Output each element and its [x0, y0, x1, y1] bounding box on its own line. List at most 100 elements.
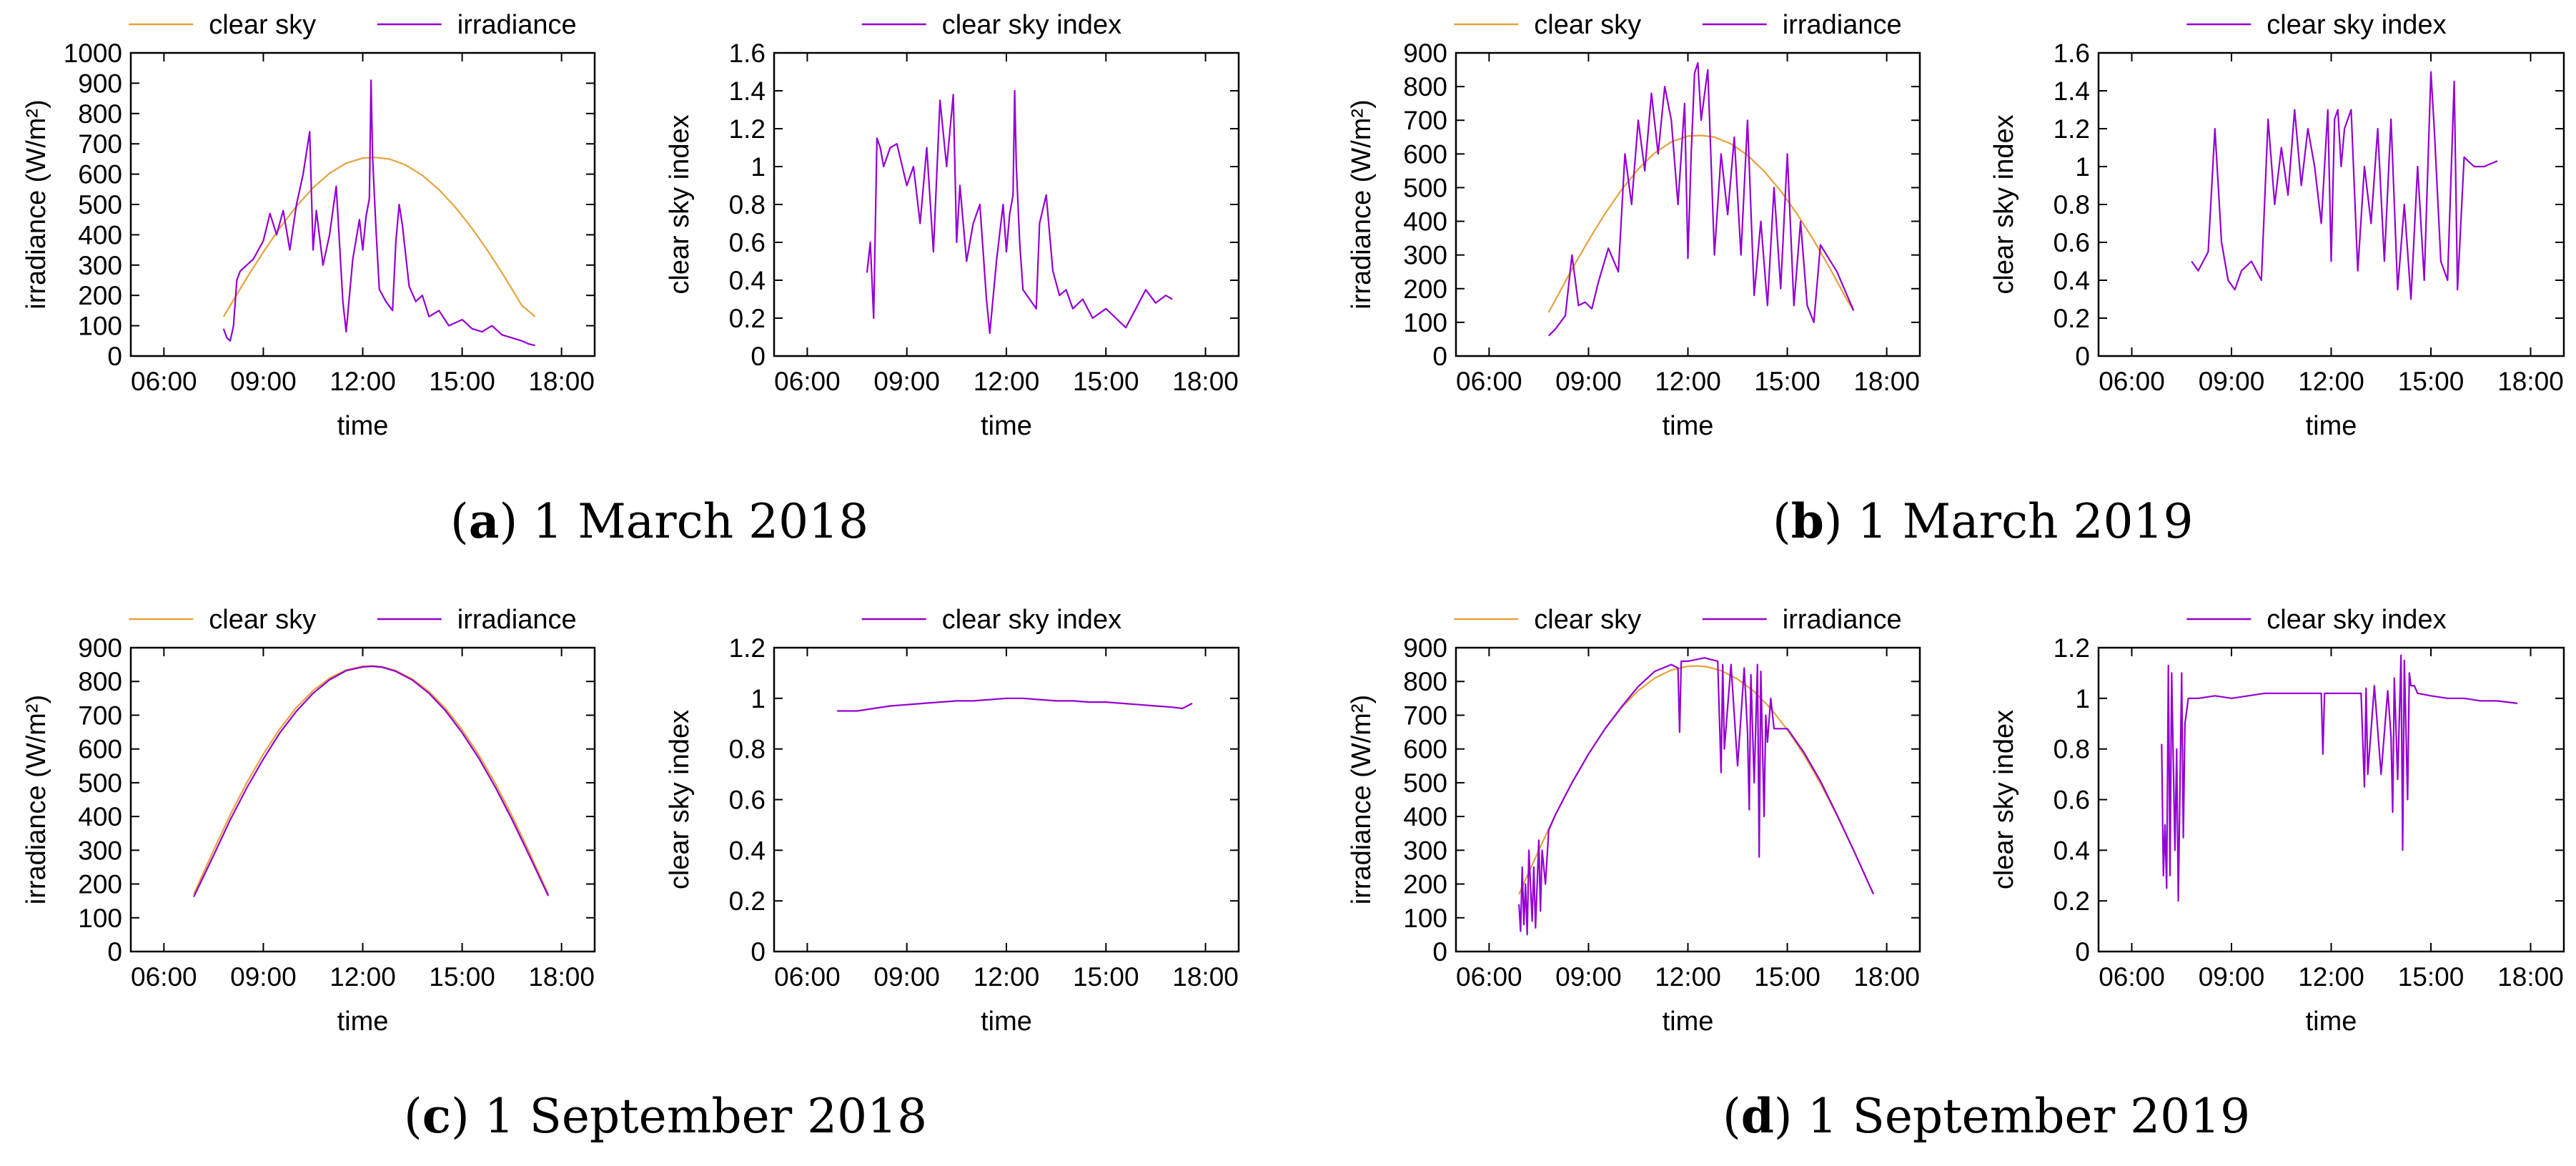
x-tick-label: 18:00: [1172, 962, 1239, 992]
chart-d-csi: 0 0.2 0.4 0.6 0.8 1 1.2 06:00 09:00 12:00 15:00 18:…: [1989, 605, 2565, 1037]
x-axis-label: time: [337, 411, 389, 441]
x-tick-label: 06:00: [1456, 367, 1522, 396]
x-tick-label: 06:00: [131, 367, 197, 396]
y-tick-label: 0.8: [729, 735, 766, 764]
y-tick-label: 1.2: [729, 114, 766, 144]
y-tick-label: 800: [1403, 72, 1447, 102]
legend-label: irradiance: [457, 10, 577, 40]
x-tick-label: 09:00: [230, 367, 297, 396]
y-tick-label: 1.2: [2054, 114, 2090, 144]
x-tick-label: 12:00: [1655, 962, 1721, 992]
plot-frame: [773, 51, 1240, 357]
y-tick-label: 500: [1403, 769, 1447, 798]
y-tick-label: 1.4: [729, 76, 766, 106]
plot-frame: [1455, 51, 1921, 357]
y-tick-label: 0: [1432, 342, 1447, 371]
x-tick-label: 15:00: [1754, 367, 1820, 396]
x-tick-label: 18:00: [1853, 962, 1920, 992]
x-axis-label: time: [337, 1007, 389, 1037]
y-tick-label: 0: [107, 937, 122, 967]
y-tick-label: 300: [78, 251, 122, 280]
plot-frame: [129, 646, 596, 953]
y-tick-label: 600: [1403, 735, 1447, 764]
x-tick-label: 12:00: [1655, 367, 1721, 396]
series-line-irradiance: [222, 79, 535, 347]
legend-label: clear sky: [1534, 10, 1641, 40]
y-tick-label: 0: [750, 342, 766, 371]
series-line-clear-sky: [193, 665, 550, 895]
legend-label: clear sky index: [942, 605, 1121, 635]
series-line-irradiance: [1518, 657, 1875, 936]
y-tick-label: 1: [2075, 152, 2090, 182]
y-tick-label: 0.4: [2054, 266, 2090, 295]
x-tick-label: 15:00: [429, 962, 495, 992]
plot-frame: [129, 51, 596, 357]
caption-c: (c) 1 September 2018: [404, 1088, 928, 1144]
y-tick-label: 0.6: [2054, 228, 2090, 257]
y-axis-label: irradiance (W/m²): [1347, 695, 1377, 904]
x-tick-label: 06:00: [131, 962, 197, 992]
y-tick-label: 100: [1403, 904, 1447, 933]
x-tick-label: 12:00: [2298, 962, 2364, 992]
y-tick-label: 0.6: [2054, 786, 2090, 815]
y-axis-label: irradiance (W/m²): [1347, 99, 1377, 309]
x-axis-label: time: [2306, 1007, 2357, 1037]
x-tick-label: 18:00: [2497, 367, 2564, 396]
y-axis-label: irradiance (W/m²): [21, 99, 51, 309]
y-tick-label: 0: [2075, 342, 2090, 371]
x-tick-label: 12:00: [974, 367, 1040, 396]
y-axis-label: clear sky index: [1989, 710, 2019, 889]
x-tick-label: 18:00: [1172, 367, 1239, 396]
x-tick-label: 06:00: [2099, 367, 2165, 396]
y-tick-label: 800: [78, 99, 122, 129]
y-tick-label: 0.8: [2054, 735, 2090, 764]
x-tick-label: 15:00: [429, 367, 495, 396]
y-tick-label: 0.4: [729, 836, 766, 865]
y-tick-label: 200: [78, 870, 122, 899]
x-tick-label: 09:00: [2199, 367, 2265, 396]
y-tick-label: 0.2: [2054, 886, 2090, 916]
caption-a-text: 1 March 2018: [532, 494, 869, 549]
x-tick-label: 15:00: [2398, 367, 2464, 396]
legend-label: irradiance: [457, 605, 577, 635]
y-tick-label: 0.8: [2054, 190, 2090, 219]
y-tick-label: 900: [1403, 633, 1447, 663]
y-tick-label: 800: [1403, 667, 1447, 696]
legend-label: clear sky index: [2267, 10, 2446, 40]
y-tick-label: 1: [750, 684, 766, 713]
plot-frame: [2097, 51, 2565, 357]
x-tick-label: 06:00: [1456, 962, 1522, 992]
y-tick-label: 100: [1403, 308, 1447, 337]
legend-label: irradiance: [1783, 605, 1902, 635]
y-tick-label: 0.2: [729, 886, 766, 916]
chart-c-irr: 0 100 200 300 400 500 600 700 800 900 06:00 09:00 12…: [21, 605, 596, 1037]
y-tick-label: 400: [1403, 207, 1447, 237]
x-tick-label: 12:00: [330, 367, 396, 396]
chart-b-csi: 0 0.2 0.4 0.6 0.8 1 1.2 1.4 1.6 06:00 09:00 12:00 15…: [1989, 10, 2565, 441]
y-tick-label: 500: [78, 769, 122, 798]
series-line-clear-sky: [1547, 134, 1855, 313]
x-tick-label: 15:00: [1073, 962, 1139, 992]
y-tick-label: 1.4: [2054, 76, 2090, 106]
series-line-clear-sky-index: [837, 697, 1193, 712]
caption-b-letter: b: [1790, 493, 1824, 549]
x-tick-label: 09:00: [873, 962, 940, 992]
y-tick-label: 400: [1403, 802, 1447, 831]
y-tick-label: 900: [1403, 39, 1447, 68]
series-line-irradiance: [1548, 61, 1855, 337]
y-tick-label: 600: [1403, 139, 1447, 169]
y-tick-label: 0: [107, 342, 122, 371]
x-tick-label: 15:00: [1073, 367, 1139, 396]
legend-label: clear sky: [1534, 605, 1641, 635]
legend-label: clear sky: [209, 605, 316, 635]
y-tick-label: 0.6: [729, 786, 766, 815]
x-tick-label: 06:00: [774, 962, 841, 992]
y-tick-label: 600: [78, 735, 122, 764]
x-tick-label: 06:00: [774, 367, 841, 396]
x-tick-label: 09:00: [2199, 962, 2265, 992]
y-tick-label: 300: [1403, 241, 1447, 270]
y-tick-label: 400: [78, 802, 122, 831]
y-axis-label: irradiance (W/m²): [21, 695, 51, 904]
